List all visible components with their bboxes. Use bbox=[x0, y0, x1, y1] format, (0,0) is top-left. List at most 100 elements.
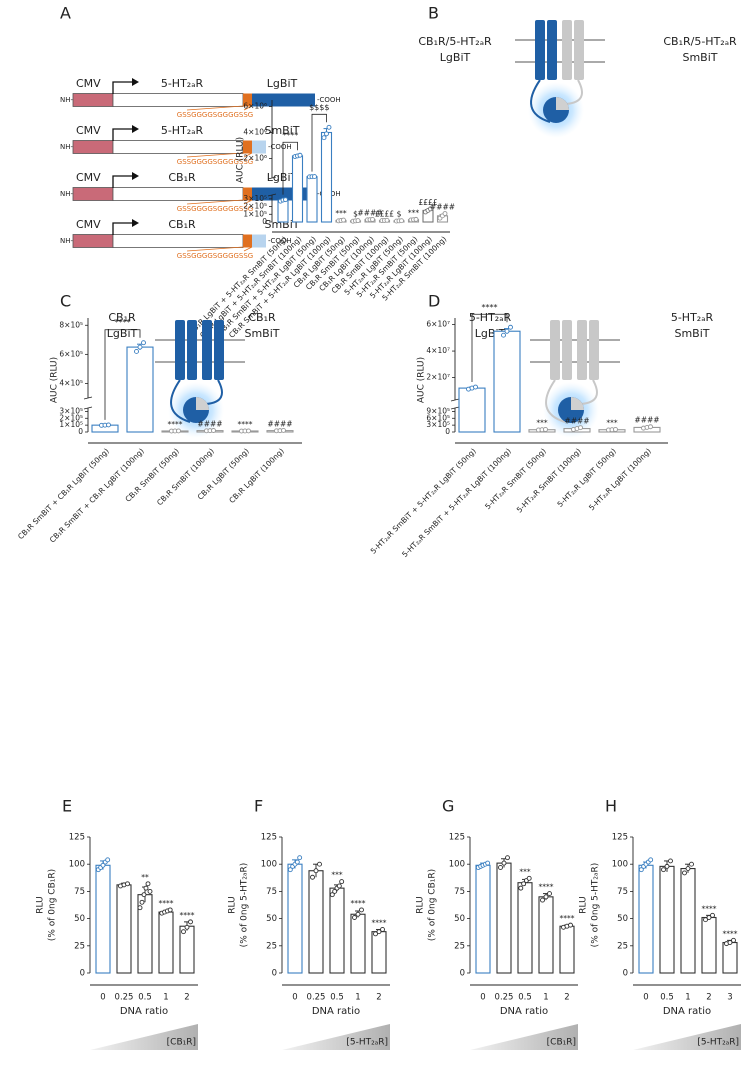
data-point bbox=[147, 888, 153, 894]
y-tick-label: 1×10⁵ bbox=[59, 420, 83, 429]
data-point bbox=[518, 885, 524, 891]
data-point bbox=[336, 883, 342, 889]
data-point bbox=[184, 924, 190, 930]
significance-label: $ bbox=[353, 210, 358, 219]
y-tick-label: 6×10⁵ bbox=[426, 413, 450, 422]
y-tick-label: 75 bbox=[454, 887, 465, 897]
linker-line bbox=[186, 152, 244, 158]
arrow-head bbox=[132, 78, 139, 86]
x-tick-label: 5-HT₂ₐR LgBiT (50ng) bbox=[555, 446, 617, 508]
y-axis-label: (% of 0ng CB₁R) bbox=[48, 869, 58, 941]
bar bbox=[496, 862, 512, 974]
data-point bbox=[167, 907, 173, 913]
panel-letter: A bbox=[60, 4, 71, 23]
significance-label: *** bbox=[519, 867, 531, 876]
y-tick-label: 9×10⁵ bbox=[426, 406, 450, 415]
linker-box bbox=[243, 93, 252, 107]
data-point bbox=[355, 911, 361, 917]
data-point bbox=[682, 870, 687, 876]
data-point bbox=[504, 328, 510, 334]
receptor-tail bbox=[580, 379, 598, 405]
bar bbox=[722, 941, 738, 974]
receptor-part bbox=[577, 320, 587, 380]
promoter-arrow bbox=[112, 81, 132, 94]
data-point bbox=[508, 324, 513, 330]
y-tick-label: 8×10⁵ bbox=[59, 320, 83, 329]
bar bbox=[95, 864, 111, 974]
receptor-tail bbox=[565, 79, 583, 105]
y-tick-label: 100 bbox=[612, 860, 628, 870]
data-point bbox=[543, 427, 548, 432]
promoter-box bbox=[72, 140, 114, 154]
receptor-part bbox=[214, 320, 224, 380]
x-tick-label: 5-HT₂ₐR SmBiT (100ng) bbox=[515, 446, 583, 514]
x-axis-label: DNA ratio bbox=[500, 1006, 548, 1017]
data-point bbox=[283, 197, 288, 203]
gene-box bbox=[112, 140, 244, 154]
data-point bbox=[310, 874, 315, 880]
amount-triangle bbox=[470, 1024, 578, 1050]
bar bbox=[287, 863, 303, 974]
y-tick-label: 125 bbox=[261, 833, 277, 843]
panel-letter: D bbox=[428, 292, 440, 311]
data-point bbox=[703, 917, 708, 923]
promoter-label: CMV bbox=[76, 77, 101, 90]
data-point bbox=[648, 857, 654, 863]
y-tick-label: 50 bbox=[617, 914, 628, 924]
data-point bbox=[181, 929, 186, 935]
data-point bbox=[125, 881, 130, 887]
x-tick-label: 2 bbox=[376, 993, 381, 1003]
significance-label: *** bbox=[606, 418, 618, 427]
y-axis-label: AUC (RLU) bbox=[236, 137, 246, 183]
y-tick-label: 3×10⁵ bbox=[243, 194, 267, 203]
data-point bbox=[246, 428, 251, 434]
y-tick-label: 1×10⁵ bbox=[243, 209, 267, 218]
promoter-box bbox=[72, 93, 114, 107]
data-point bbox=[139, 899, 145, 905]
amount-triangle bbox=[282, 1024, 390, 1050]
x-tick-label: 1 bbox=[163, 993, 168, 1003]
receptor-part bbox=[547, 20, 557, 80]
comparison-label: $$$$ bbox=[309, 103, 329, 112]
data-point bbox=[281, 427, 286, 433]
x-tick-label: 0.5 bbox=[138, 993, 152, 1003]
data-point bbox=[521, 881, 527, 887]
n-terminus: NH- bbox=[60, 237, 74, 245]
data-point bbox=[568, 922, 573, 928]
significance-label: #### bbox=[197, 419, 222, 428]
bar bbox=[116, 884, 132, 974]
axis-break bbox=[267, 193, 277, 197]
c-terminus: -COOH bbox=[268, 237, 292, 245]
data-point bbox=[613, 427, 618, 432]
data-point bbox=[341, 217, 346, 223]
comparison-bracket bbox=[282, 141, 298, 195]
y-tick-label: 6×10⁷ bbox=[426, 320, 450, 329]
data-point bbox=[297, 855, 303, 861]
y-axis-label: AUC (RLU) bbox=[417, 357, 427, 403]
promoter-label: CMV bbox=[76, 171, 101, 184]
data-point bbox=[137, 344, 143, 350]
data-point bbox=[332, 888, 338, 894]
linker-line bbox=[186, 246, 244, 252]
data-point bbox=[373, 931, 378, 937]
linker-sequence: GSSGGGGSGGGGSSG bbox=[177, 111, 253, 119]
significance-label: *** bbox=[331, 871, 343, 880]
panel-letter: C bbox=[60, 292, 71, 311]
significance-label: $ bbox=[397, 210, 402, 219]
axis-break bbox=[267, 176, 277, 180]
x-tick-label: 2 bbox=[706, 993, 711, 1003]
bar bbox=[158, 911, 174, 974]
promoter-label: CMV bbox=[76, 124, 101, 137]
receptor-label: 5-HT₂ₐR bbox=[469, 311, 512, 324]
receptor-part bbox=[562, 20, 572, 80]
x-tick-label: 0 bbox=[643, 993, 648, 1003]
tag-box bbox=[252, 234, 266, 248]
bar bbox=[320, 131, 333, 223]
promoter-arrow bbox=[112, 128, 132, 141]
arrow-head bbox=[132, 219, 139, 227]
receptor-tail bbox=[170, 379, 191, 423]
panel-letter: H bbox=[605, 797, 617, 816]
data-point bbox=[100, 862, 106, 868]
bar bbox=[126, 346, 154, 433]
